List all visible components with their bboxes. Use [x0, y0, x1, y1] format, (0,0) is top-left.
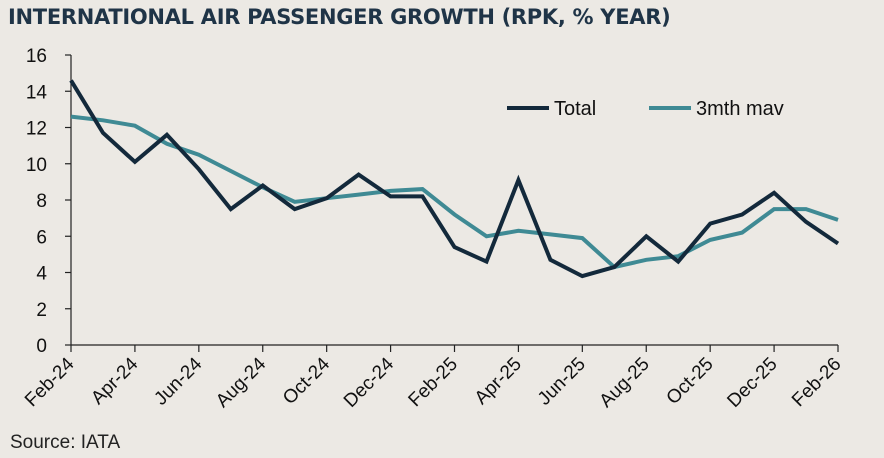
y-tick-label: 0: [36, 336, 47, 357]
x-tick-label: Apr-25: [471, 354, 526, 409]
legend-label-total: Total: [554, 98, 596, 120]
source-note: Source: IATA: [10, 432, 121, 453]
x-tick-label: Dec-25: [723, 354, 781, 412]
legend-label-3mth-mav: 3mth mav: [696, 98, 784, 120]
y-tick-label: 14: [26, 82, 48, 103]
x-tick-label: Oct-25: [663, 354, 718, 409]
x-tick-label: Feb-24: [21, 353, 79, 411]
y-tick-label: 16: [26, 46, 47, 67]
x-tick-label: Aug-24: [212, 353, 270, 411]
y-tick-label: 12: [26, 119, 47, 140]
series-line-total: [69, 79, 840, 279]
y-tick-label: 8: [36, 191, 47, 212]
x-tick-label: Oct-24: [279, 353, 334, 408]
series-lines: [69, 79, 840, 279]
chart-title: INTERNATIONAL AIR PASSENGER GROWTH (RPK,…: [8, 5, 671, 29]
x-tick-label: Aug-25: [596, 354, 654, 412]
x-tick-label: Apr-24: [87, 353, 142, 408]
y-tick-label: 2: [36, 300, 47, 321]
y-tick-label: 6: [36, 227, 47, 248]
x-tick-label: Feb-25: [405, 354, 462, 411]
x-tick-label: Jun-25: [534, 354, 590, 410]
y-tick-label: 4: [36, 264, 47, 285]
series-line-3mth-mav: [70, 114, 839, 270]
x-tick-label: Dec-24: [340, 353, 398, 411]
x-tick-label: Feb-26: [788, 354, 845, 411]
x-tick-label: Jun-24: [150, 353, 206, 409]
legend: Total 3mth mav: [507, 98, 784, 120]
y-tick-label: 10: [26, 155, 47, 176]
